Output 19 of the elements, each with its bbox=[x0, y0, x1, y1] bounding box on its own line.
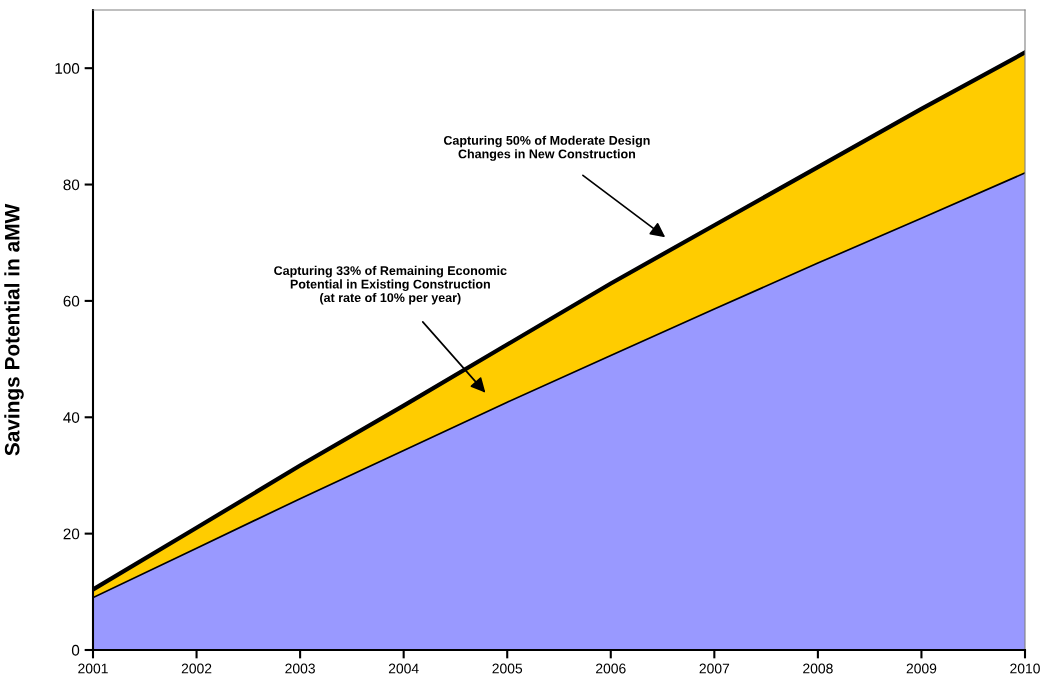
y-axis-title: Savings Potential in aMW bbox=[4, 203, 24, 456]
x-tick-label: 2006 bbox=[596, 663, 626, 674]
y-tick-label: 100 bbox=[55, 63, 80, 74]
x-tick-label: 2008 bbox=[803, 663, 833, 674]
x-tick-label: 2001 bbox=[78, 663, 108, 674]
x-tick-label: 2004 bbox=[388, 663, 419, 674]
annotation: Capturing 33% of Remaining Economic Potential in Existing Construction (at rate of 10% per year) bbox=[274, 265, 507, 305]
x-tick-label: 2005 bbox=[492, 663, 523, 674]
x-tick-label: 2010 bbox=[1010, 663, 1040, 674]
y-tick-label: 80 bbox=[63, 179, 80, 191]
x-tick-label: 2007 bbox=[699, 663, 730, 674]
x-tick-label: 2002 bbox=[181, 663, 212, 674]
y-tick-label: 20 bbox=[63, 528, 80, 540]
y-tick-label: 0 bbox=[71, 644, 80, 656]
x-tick-label: 2003 bbox=[285, 663, 315, 674]
y-tick-label: 40 bbox=[63, 412, 80, 423]
y-tick-label: 60 bbox=[63, 295, 80, 307]
annotation: Capturing 50% of Moderate Design Changes in New Construction bbox=[443, 135, 650, 161]
x-tick-label: 2009 bbox=[906, 663, 937, 674]
